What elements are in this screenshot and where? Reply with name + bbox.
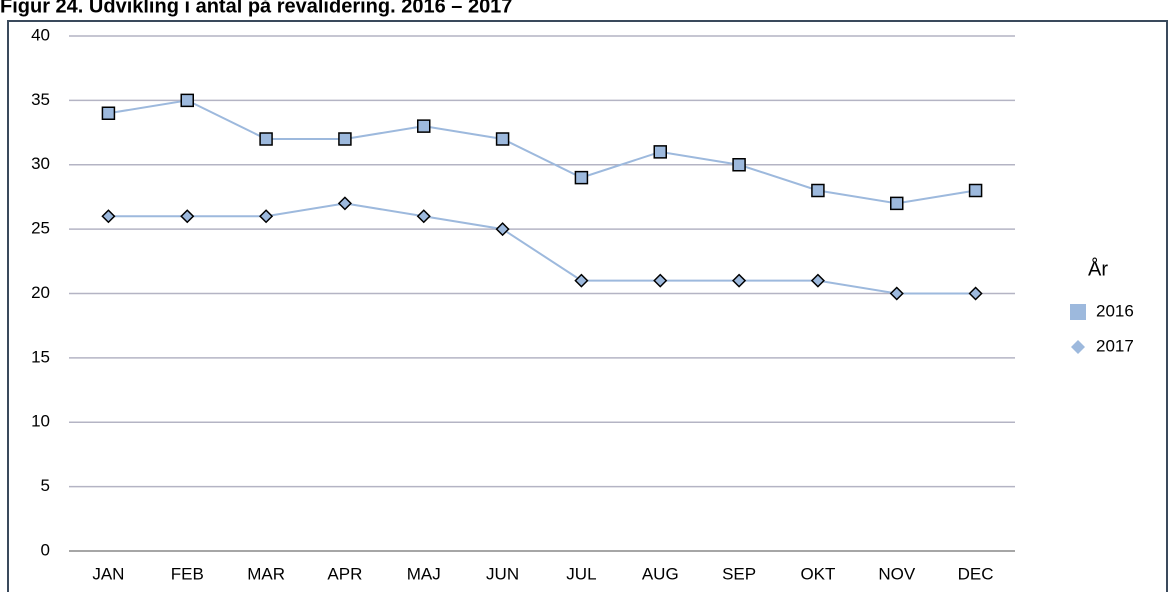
- x-tick-label: SEP: [722, 564, 756, 583]
- marker: [101, 106, 116, 120]
- marker: [495, 222, 510, 237]
- x-tick-label: DEC: [958, 564, 994, 583]
- chart-frame: [7, 20, 1168, 592]
- marker: [811, 183, 825, 198]
- marker: [653, 273, 668, 288]
- x-tick-label: JUL: [566, 564, 596, 583]
- x-tick-label: AUG: [642, 564, 679, 583]
- y-tick-label: 5: [41, 476, 50, 495]
- y-tick-label: 40: [31, 25, 50, 44]
- legend-marker: [1071, 340, 1085, 354]
- marker: [810, 273, 825, 288]
- x-tick-label: FEB: [171, 564, 204, 583]
- marker: [968, 183, 983, 198]
- x-tick-label: MAJ: [407, 564, 441, 583]
- marker: [101, 209, 116, 224]
- marker: [416, 209, 431, 224]
- marker: [417, 119, 431, 133]
- x-tick-label: JUN: [486, 564, 519, 583]
- legend-label: 2016: [1096, 301, 1134, 320]
- x-tick-label: APR: [327, 564, 362, 583]
- marker: [574, 170, 589, 185]
- marker: [495, 132, 510, 146]
- marker: [732, 273, 747, 288]
- series-line: [108, 99, 976, 205]
- marker: [337, 196, 352, 211]
- marker: [259, 132, 273, 146]
- y-tick-label: 25: [31, 219, 50, 238]
- marker: [732, 158, 746, 172]
- marker: [574, 273, 589, 288]
- y-tick-label: 30: [31, 154, 50, 173]
- legend-label: 2017: [1096, 336, 1134, 355]
- marker: [180, 209, 195, 224]
- marker: [180, 93, 194, 108]
- y-tick-label: 10: [31, 412, 50, 431]
- marker: [653, 145, 667, 159]
- y-tick-label: 20: [31, 283, 50, 302]
- x-tick-label: MAR: [247, 564, 285, 583]
- marker: [259, 209, 274, 224]
- series-line: [108, 202, 976, 295]
- y-tick-label: 0: [41, 540, 50, 559]
- marker: [889, 286, 904, 301]
- legend-marker: [1070, 304, 1086, 320]
- marker: [968, 286, 983, 301]
- x-tick-label: JAN: [92, 564, 124, 583]
- legend-title: År: [1088, 257, 1108, 280]
- x-tick-label: OKT: [800, 564, 835, 583]
- marker: [890, 196, 904, 211]
- chart-title: Figur 24. Udvikling i antal på revalider…: [0, 0, 512, 17]
- y-tick-label: 15: [31, 347, 50, 366]
- marker: [338, 132, 352, 146]
- x-tick-label: NOV: [878, 564, 916, 583]
- y-tick-label: 35: [31, 90, 50, 109]
